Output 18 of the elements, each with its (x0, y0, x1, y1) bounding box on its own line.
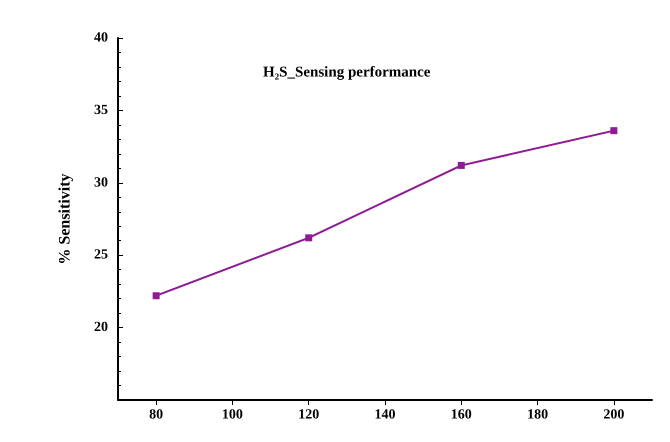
y-tick-label: 40 (94, 30, 108, 46)
x-tick-label: 140 (374, 408, 396, 422)
x-tick-label: 100 (222, 408, 243, 422)
x-tick-label: 120 (298, 408, 320, 422)
y-tick-label: 30 (94, 175, 108, 190)
point (152, 292, 160, 300)
y-axis-title: % Sensitivity (56, 173, 74, 265)
point (305, 234, 312, 242)
x-tick-label: 80 (149, 408, 164, 422)
y-tick-label: 25 (94, 248, 108, 263)
text: H₂S_Sensing performance (263, 64, 431, 80)
y-tick-label: 35 (94, 102, 108, 118)
x-tick-label: 160 (450, 408, 472, 422)
y-tick-label: 20 (94, 320, 108, 336)
x-tick-label: 200 (603, 408, 624, 422)
point (458, 162, 465, 169)
x-tick-label: 180 (527, 408, 548, 422)
point (610, 127, 618, 134)
